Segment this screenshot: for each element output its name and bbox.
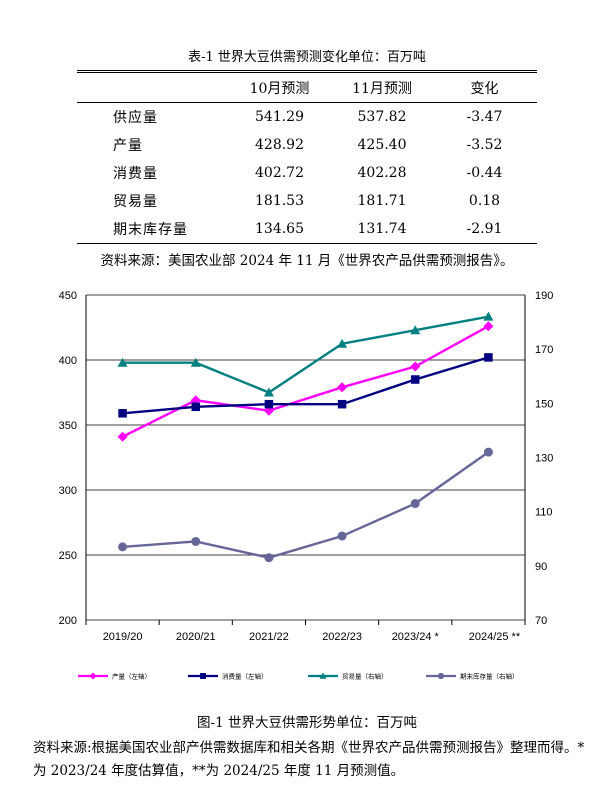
marker-circle — [437, 672, 445, 680]
legend-label: 消费量（左轴） — [222, 672, 268, 681]
marker-square — [337, 399, 347, 409]
supply-demand-chart: 200 250 300 350 400 450 70 90 110 130 150 170 190 201… — [59, 290, 554, 681]
series-line-3 — [122, 451, 490, 559]
cell-change: -3.52 — [466, 137, 503, 153]
row-label: 贸易量 — [113, 194, 158, 210]
cell-nov: 425.40 — [357, 137, 407, 153]
marker-triangle — [190, 357, 201, 367]
left-tick-label: 400 — [59, 355, 77, 367]
marker-triangle — [117, 357, 128, 367]
row-label: 产量 — [113, 138, 143, 154]
table-row: 供应量 541.29 537.82 -3.47 — [77, 103, 537, 132]
cell-change: -3.47 — [466, 109, 503, 125]
cell-oct: 181.53 — [255, 193, 304, 209]
marker-diamond — [483, 321, 494, 332]
supply-demand-table: 10月预测 11月预测 变化 供应量 541.29 537.82 -3.47 产… — [77, 70, 537, 244]
row-label: 供应量 — [113, 110, 158, 126]
left-tick-label: 250 — [59, 550, 77, 562]
marker-circle — [264, 553, 274, 563]
right-tick-label: 190 — [535, 290, 553, 302]
cell-oct: 402.72 — [255, 165, 304, 181]
legend-label: 产量（左轴） — [112, 672, 151, 681]
x-tick-label: 2022/23 — [322, 631, 362, 643]
figure-source-note: 资料来源:根据美国农业部产供需数据库和相关各期《世界农产品供需预测报告》整理而得… — [33, 740, 585, 779]
marker-circle — [483, 447, 493, 457]
marker-diamond — [117, 431, 128, 442]
marker-square — [264, 399, 274, 409]
x-tick-label: 2021/22 — [249, 631, 289, 643]
cell-nov: 181.71 — [357, 193, 407, 209]
right-tick-label: 170 — [535, 344, 553, 356]
marker-square — [411, 375, 420, 384]
series-line-0 — [122, 325, 489, 438]
right-tick-label: 150 — [535, 398, 553, 410]
figure-title: 图-1 世界大豆供需形势单位：百万吨 — [197, 715, 417, 731]
marker-triangle — [319, 672, 327, 679]
marker-square — [484, 353, 493, 362]
right-tick-label: 70 — [535, 615, 547, 627]
x-tick-label: 2020/21 — [176, 631, 216, 643]
marker-square — [200, 673, 206, 679]
row-label: 消费量 — [113, 166, 158, 182]
left-tick-label: 200 — [59, 615, 77, 627]
right-tick-label: 90 — [535, 561, 547, 573]
marker-square — [118, 409, 127, 418]
legend-label: 贸易量（右轴） — [342, 672, 388, 681]
x-tick-label: 2024/25 ** — [469, 631, 521, 643]
header-nov: 11月预测 — [352, 80, 412, 97]
header-change: 变化 — [470, 80, 499, 97]
table-title: 表-1 世界大豆供需预测变化单位：百万吨 — [188, 50, 426, 65]
right-tick-label: 130 — [535, 453, 553, 465]
table-row: 产量 428.92 425.40 -3.52 — [77, 131, 537, 159]
marker-diamond — [337, 382, 348, 393]
header-blank — [77, 72, 227, 103]
table-row: 贸易量 181.53 181.71 0.18 — [77, 187, 537, 215]
marker-triangle — [410, 325, 421, 335]
left-tick-label: 450 — [59, 290, 77, 302]
cell-oct: 134.65 — [255, 221, 304, 237]
cell-nov: 131.74 — [357, 221, 407, 237]
table-row: 消费量 402.72 402.28 -0.44 — [77, 159, 537, 187]
marker-square — [191, 402, 200, 412]
series-line-2 — [122, 315, 489, 394]
cell-nov: 537.82 — [357, 109, 407, 125]
left-tick-label: 350 — [59, 420, 77, 432]
marker-diamond — [89, 672, 97, 680]
row-label: 期末库存量 — [113, 222, 188, 238]
cell-oct: 541.29 — [255, 109, 304, 125]
left-tick-label: 300 — [59, 485, 77, 497]
marker-triangle — [337, 338, 348, 348]
cell-change: -2.91 — [466, 221, 503, 237]
cell-nov: 402.28 — [357, 165, 407, 181]
x-tick-label: 2019/20 — [103, 631, 143, 643]
x-tick-label: 2023/24 * — [392, 631, 440, 643]
marker-triangle — [483, 311, 494, 321]
table-row: 期末库存量 134.65 131.74 -2.91 — [77, 215, 537, 244]
right-tick-label: 110 — [535, 507, 553, 519]
marker-diamond — [410, 361, 421, 372]
header-oct: 10月预测 — [249, 80, 310, 97]
marker-circle — [410, 499, 420, 509]
series-line-1 — [122, 356, 489, 415]
marker-circle — [337, 531, 347, 541]
marker-circle — [191, 536, 201, 546]
legend-label: 期末库存量（右轴） — [460, 672, 519, 681]
cell-change: 0.18 — [468, 193, 501, 209]
table-source-note: 资料来源：美国农业部 2024 年 11 月《世界农产品供需预测报告》。 — [100, 253, 514, 269]
cell-change: -0.44 — [466, 165, 503, 181]
table-header-row: 10月预测 11月预测 变化 — [77, 71, 537, 103]
cell-oct: 428.92 — [255, 137, 304, 153]
marker-circle — [118, 542, 128, 552]
marker-triangle — [263, 387, 274, 397]
